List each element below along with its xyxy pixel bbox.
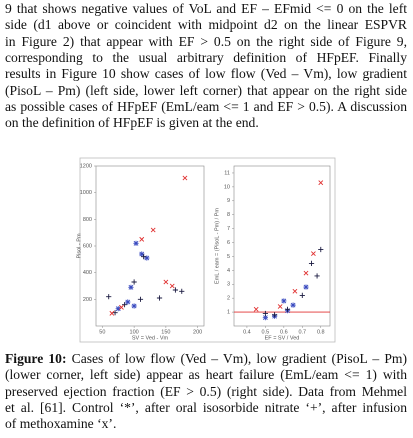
y-tick-label: 4 bbox=[227, 268, 230, 274]
x-tick-label: 0.7 bbox=[298, 329, 306, 335]
y-tick-label: 5 bbox=[227, 254, 230, 260]
text-line: in Figure 2) that appear with EF > 0.5 o… bbox=[5, 33, 407, 49]
x-tick-label: 0.8 bbox=[317, 329, 325, 335]
data-point bbox=[262, 315, 268, 321]
data-point bbox=[139, 251, 145, 257]
data-point bbox=[292, 288, 298, 294]
data-point bbox=[303, 284, 309, 290]
y-tick-label: 6 bbox=[227, 240, 230, 246]
data-point bbox=[169, 283, 175, 289]
x-tick-label: 0.5 bbox=[262, 329, 270, 335]
y-tick-label: 600 bbox=[83, 243, 92, 249]
data-point bbox=[139, 236, 145, 242]
data-point bbox=[156, 295, 163, 301]
data-point bbox=[163, 279, 169, 285]
y-axis-label: Pisol - Pm bbox=[76, 233, 82, 258]
x-tick-label: 200 bbox=[193, 329, 202, 335]
y-tick-label: 8 bbox=[227, 212, 230, 218]
data-point bbox=[109, 310, 115, 316]
data-point bbox=[119, 304, 124, 310]
x-axis-label: SV = Ved - Vm bbox=[132, 335, 169, 341]
x-tick-label: 100 bbox=[130, 329, 139, 335]
text-line: (PisoL – Pm) (left side, lower left corn… bbox=[5, 82, 407, 98]
y-tick-label: 200 bbox=[83, 297, 92, 303]
data-point bbox=[182, 175, 188, 181]
data-point bbox=[299, 292, 305, 298]
caption-label: Figure 10: bbox=[5, 351, 67, 366]
y-tick-label: 3 bbox=[227, 282, 230, 288]
data-point bbox=[318, 246, 324, 253]
data-point bbox=[290, 302, 296, 308]
data-point bbox=[253, 306, 259, 312]
x-tick-label: 150 bbox=[161, 329, 170, 335]
x-axis-label: EF = SV / Ved bbox=[265, 335, 300, 341]
data-point bbox=[121, 302, 128, 308]
data-point bbox=[137, 296, 144, 302]
y-tick-label: 11 bbox=[224, 170, 230, 176]
data-point bbox=[112, 310, 118, 316]
caption-line: Figure 10: Cases of low flow (Ved – Vm),… bbox=[5, 351, 407, 367]
y-tick-label: 10 bbox=[224, 184, 230, 190]
data-point bbox=[314, 273, 320, 279]
caption-text: Cases of low flow (Ved – Vm), low gradie… bbox=[66, 351, 407, 366]
data-point bbox=[318, 180, 324, 186]
data-point bbox=[131, 279, 137, 285]
data-point bbox=[150, 227, 156, 233]
caption-line: (lower corner, left side) appear as hear… bbox=[5, 367, 407, 383]
data-point bbox=[128, 284, 134, 290]
x-tick-label: 0.4 bbox=[243, 329, 251, 335]
text-line: as possible cases of HFpEF (EmL/eam <= 1… bbox=[5, 98, 407, 114]
text-line: results in Figure 10 show cases of low f… bbox=[5, 66, 407, 82]
text-line: side (d1 above or coincident with midpoi… bbox=[5, 17, 407, 33]
y-tick-label: 2 bbox=[227, 296, 230, 302]
data-point bbox=[262, 310, 268, 317]
data-point bbox=[115, 306, 121, 312]
data-point bbox=[141, 254, 147, 260]
text-line: on the definition of HFpEF is given at t… bbox=[5, 115, 259, 131]
text-line: 9 that shows negative values of VoL and … bbox=[5, 1, 407, 16]
y-tick-label: 400 bbox=[83, 270, 92, 276]
text-line: corresponding to the usual arbitrary def… bbox=[5, 49, 407, 65]
x-tick-label: 0.6 bbox=[280, 329, 288, 335]
data-point bbox=[308, 260, 315, 266]
data-point bbox=[281, 298, 287, 304]
data-point bbox=[133, 240, 139, 246]
data-point bbox=[131, 303, 137, 309]
data-point bbox=[179, 288, 185, 294]
data-point bbox=[144, 255, 150, 261]
data-point bbox=[125, 299, 131, 305]
figure-frame bbox=[79, 157, 336, 343]
y-tick-label: 7 bbox=[227, 226, 230, 232]
y-tick-label: 1 bbox=[227, 310, 230, 316]
caption-line: preserved ejection fraction (EF > 0.5) (… bbox=[5, 383, 407, 399]
data-point bbox=[272, 312, 278, 318]
y-axis-label: EmL / eam = (PisoL - Pm) / Pm bbox=[214, 208, 220, 284]
data-point bbox=[172, 287, 179, 293]
plot-frame bbox=[233, 165, 331, 327]
data-point bbox=[284, 306, 291, 312]
data-point bbox=[303, 270, 309, 276]
caption-line: of methoxamine ‘x’. bbox=[5, 416, 117, 432]
x-tick-label: 50 bbox=[99, 329, 105, 335]
data-point bbox=[106, 294, 112, 300]
caption-line: et al. [61]. Control ‘*’, after oral iso… bbox=[5, 399, 407, 415]
data-point bbox=[277, 304, 283, 309]
y-tick-label: 1200 bbox=[80, 163, 92, 169]
data-point bbox=[310, 251, 316, 257]
y-tick-label: 800 bbox=[83, 217, 92, 223]
y-tick-label: 1000 bbox=[80, 190, 92, 196]
y-tick-label: 9 bbox=[227, 198, 230, 204]
